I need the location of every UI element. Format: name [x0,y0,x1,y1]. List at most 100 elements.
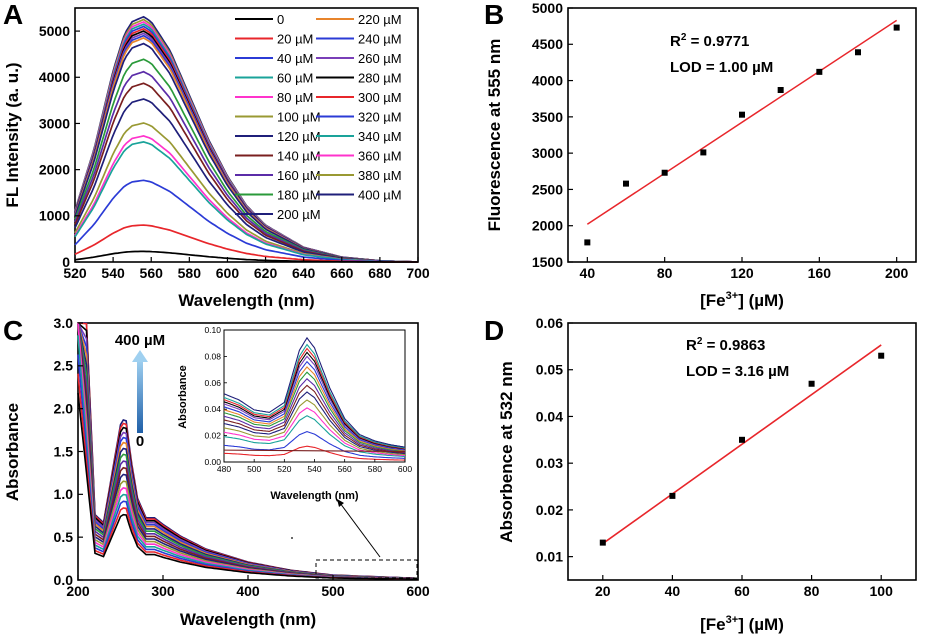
panel-d-lod-annotation: LOD = 3.16 µM [686,363,789,380]
panel-a-legend-label: 0 [277,12,284,27]
panel-d-x-tick-label: 20 [595,583,611,599]
panel-c-inset-y-tick-label: 0.10 [204,325,221,335]
panel-c-y-tick-label: 0.5 [54,529,74,545]
panel-c-inset-spectrum-line [223,378,406,453]
panel-a-legend-label: 320 µM [358,110,402,125]
panel-a-series-line [74,250,418,263]
panel-b-data-point [623,180,629,187]
panel-a-legend-label: 240 µM [358,32,402,47]
panel-a-y-tick-label: 5000 [39,23,70,39]
panel-b-data-point [661,169,668,176]
panel-c-inset-spectrum-line [223,360,406,451]
panel-c-y-axis-label: Absorbance [3,403,22,501]
panel-c-inset-spectrum-line [223,343,406,449]
panel-d-data-point [878,352,885,359]
panel-c-spectrum-line [77,392,418,581]
panel-c-y-tick-label: 1.0 [54,486,74,502]
panel-label-d: D [484,315,504,346]
panel-b-r2-annotation: R2 = 0.9771 [670,32,749,50]
panel-d-data-point [599,539,606,546]
panel-b-y-tick-label: 3500 [532,109,563,125]
panel-label-b: B [484,0,504,30]
panel-a-legend-label: 280 µM [358,71,402,86]
panel-b-x-axis-label: [Fe3+] (µM) [700,290,784,310]
panel-c-y-tick-label: 0.0 [54,572,74,588]
panel-c-y-tick-label: 3.0 [54,315,74,331]
panel-a-legend-label: 160 µM [277,168,321,183]
panel-c-arrow-head [132,350,148,362]
panel-a-plot-frame [74,7,419,263]
panel-b-y-tick-label: 3000 [532,145,563,161]
panel-c-inset-baseline [223,449,406,452]
panel-c-x-tick-label: 200 [66,583,90,599]
panel-a-x-axis-label: Wavelength (nm) [178,291,314,310]
panel-c-x-axis-label: Wavelength (nm) [180,610,316,629]
panel-a-legend-label: 380 µM [358,168,402,183]
panel-d-x-tick-label: 40 [665,583,681,599]
panel-c-inset-spectrum-line [223,371,406,452]
panel-a-legend-label: 220 µM [358,12,402,27]
panel-c-x-tick-label: 600 [406,583,430,599]
panel-a-legend-label: 340 µM [358,129,402,144]
panel-b-y-tick-label: 2500 [532,181,563,197]
panel-c-inset-x-tick-label: 560 [338,464,352,474]
panel-a-legend-label: 180 µM [277,188,321,203]
panel-a-x-tick-label: 560 [140,265,164,281]
panel-c-inset-x-tick-label: 500 [247,464,261,474]
panel-c-inset-x-tick-label: 600 [398,464,412,474]
panel-b-fit-line [586,19,898,225]
panel-c-x-tick-label: 300 [151,583,175,599]
panel-c-arrow-top-label: 400 µM [115,332,165,349]
panel-a-legend-label: 80 µM [277,90,313,105]
panel-d-x-tick-label: 80 [804,583,820,599]
panel-b-x-tick-label: 80 [657,265,673,281]
panel-a-legend-label: 260 µM [358,51,402,66]
panel-c-inset-x-tick-label: 540 [307,464,321,474]
panel-c-zoom-pointer [339,502,381,558]
panel-a-x-tick-label: 680 [368,265,392,281]
panel-d-r2-annotation: R2 = 0.9863 [686,336,765,354]
panel-b-data-point [816,68,823,75]
panel-c-inset-x-tick-label: 480 [217,464,231,474]
panel-c-inset-y-tick-label: 0.02 [204,431,221,441]
panel-d-data-point [808,380,815,387]
panel-d-y-tick-label: 0.06 [536,315,563,331]
panel-a-x-tick-label: 580 [178,265,202,281]
panel-b-x-tick-label: 120 [730,265,754,281]
panel-a-y-tick-label: 1000 [39,208,70,224]
panel-c-inset-x-tick-label: 580 [368,464,382,474]
panel-b-y-tick-label: 1500 [532,254,563,270]
panel-c-inset-spectrum-line [223,431,406,459]
panel-a-legend-label: 360 µM [358,149,402,164]
panel-c-x-tick-label: 500 [321,583,345,599]
panel-d-data-point [739,436,745,443]
panel-c-x-tick-label: 400 [236,583,260,599]
panel-a-y-axis-label: FL Intensity (a. u.) [3,62,22,207]
panel-d-y-axis-label: Absorbence at 532 nm [497,361,516,542]
panel-c-zoom-region [315,559,418,579]
panel-d-y-tick-label: 0.05 [536,362,563,378]
panel-b-data-point [777,87,784,94]
panel-c-inset-y-tick-label: 0.08 [204,351,221,361]
panel-b-data-point [584,239,591,246]
panel-c-y-tick-label: 2.5 [54,358,74,374]
panel-b-data-point [739,111,745,118]
panel-b-x-tick-label: 160 [808,265,832,281]
panel-a-legend-label: 120 µM [277,129,321,144]
panel-c-inset-y-axis-label: Absorbance [177,365,189,429]
panel-a-x-tick-label: 640 [292,265,316,281]
panel-c-inset-spectrum-line [223,347,406,449]
panel-a-y-tick-label: 2000 [39,162,70,178]
panel-a-y-tick-label: 0 [62,254,70,270]
panel-a-x-tick-label: 520 [63,265,87,281]
panel-b-y-axis-label: Fluorescence at 555 nm [485,39,504,232]
panel-b-data-point [700,149,707,156]
panel-b-data-point [855,49,861,56]
panel-b-lod-annotation: LOD = 1.00 µM [670,59,773,76]
panel-b-data-point [893,24,900,31]
panel-d-x-axis-label: [Fe3+] (µM) [700,614,784,634]
panel-a-legend-label: 200 µM [277,207,321,222]
panel-c-inset-frame [223,329,406,463]
panel-c-inset-y-tick-label: 0.06 [204,378,221,388]
